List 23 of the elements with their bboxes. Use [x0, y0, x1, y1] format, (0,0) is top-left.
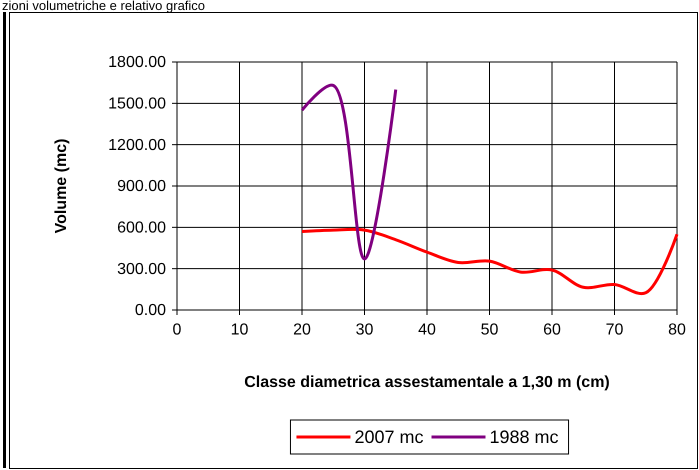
x-tick-label: 30 — [356, 321, 374, 338]
x-axis-title: Classe diametrica assestamentale a 1,30 m (cm) — [244, 374, 610, 391]
y-tick-label: 900.00 — [117, 178, 166, 196]
x-tick-label: 50 — [480, 321, 498, 338]
y-tick-label: 0.00 — [134, 302, 166, 320]
x-tick-label: 40 — [418, 321, 436, 338]
x-tick-label: 10 — [230, 321, 248, 338]
y-axis-title: Volume (mc) — [53, 138, 70, 234]
text: zioni volumetriche e relativo grafico — [2, 0, 206, 13]
line-series — [300, 84, 398, 261]
y-tick-label: 1200.00 — [108, 136, 166, 154]
y-tick-label: 1500.00 — [108, 95, 166, 112]
y-tick-label: 1800.00 — [108, 54, 166, 72]
x-tick-label: 80 — [668, 321, 686, 338]
x-tick-label: 60 — [543, 321, 561, 338]
x-tick-label: 0 — [172, 321, 182, 338]
legend-label: 1988 mc — [490, 427, 559, 447]
legend-label: 2007 mc — [354, 427, 424, 447]
line-series — [300, 228, 678, 296]
y-tick-label: 300.00 — [117, 260, 166, 278]
x-tick-label: 20 — [293, 321, 311, 338]
x-tick-label: 70 — [606, 321, 624, 338]
y-tick-label: 600.00 — [117, 219, 166, 236]
